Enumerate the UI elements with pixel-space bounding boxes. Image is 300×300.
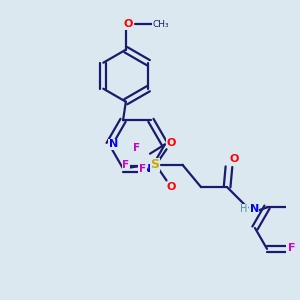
Text: O: O (230, 154, 239, 164)
Text: F: F (122, 160, 129, 170)
Text: N: N (109, 140, 118, 149)
Text: H: H (240, 204, 247, 214)
Text: F: F (139, 164, 146, 174)
Text: N: N (250, 204, 259, 214)
Text: O: O (123, 20, 132, 29)
Text: O: O (167, 138, 176, 148)
Text: N: N (142, 164, 151, 174)
Text: O: O (167, 182, 176, 192)
Text: S: S (150, 158, 159, 171)
Text: CH₃: CH₃ (153, 20, 169, 29)
Text: F: F (288, 243, 296, 254)
Text: F: F (134, 143, 141, 153)
